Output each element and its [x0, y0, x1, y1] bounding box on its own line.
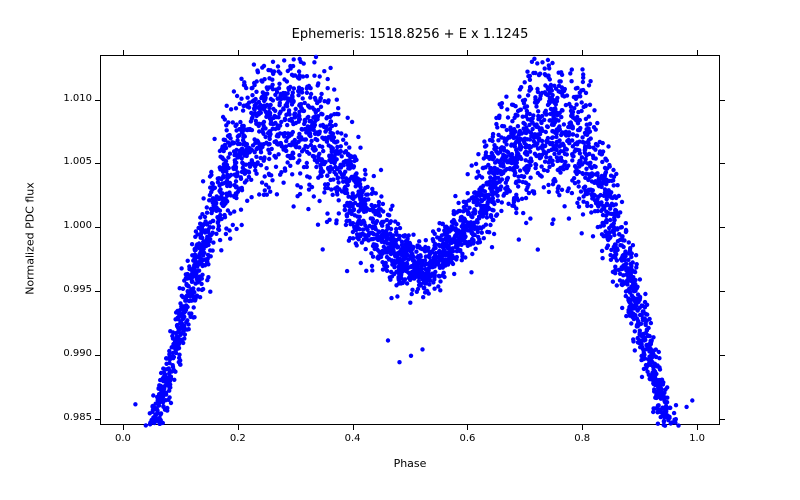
y-tick-mark	[95, 100, 100, 101]
plot-area	[100, 55, 720, 425]
x-tick-mark-top	[238, 50, 239, 55]
scatter-points	[101, 56, 721, 426]
y-tick-mark	[95, 227, 100, 228]
y-tick-label: 1.010	[42, 93, 92, 104]
y-tick-mark	[95, 419, 100, 420]
y-tick-mark-right	[720, 355, 725, 356]
y-tick-mark	[95, 163, 100, 164]
x-tick-mark-top	[467, 50, 468, 55]
x-tick-label: 0.2	[218, 433, 258, 444]
x-tick-mark	[123, 425, 124, 430]
x-tick-label: 0.8	[562, 433, 602, 444]
y-tick-label: 1.000	[42, 220, 92, 231]
x-tick-mark-top	[697, 50, 698, 55]
y-tick-label: 0.990	[42, 348, 92, 359]
x-tick-label: 0.0	[103, 433, 143, 444]
x-tick-mark	[353, 425, 354, 430]
y-axis-label: Normalized PDC flux	[24, 54, 37, 424]
y-tick-mark	[95, 355, 100, 356]
x-tick-label: 1.0	[677, 433, 717, 444]
chart-container: Ephemeris: 1518.8256 + E x 1.1245 Phase …	[0, 0, 800, 500]
y-tick-mark-right	[720, 100, 725, 101]
y-tick-mark-right	[720, 419, 725, 420]
y-tick-mark-right	[720, 291, 725, 292]
x-tick-mark	[697, 425, 698, 430]
x-tick-mark	[238, 425, 239, 430]
y-tick-label: 0.995	[42, 284, 92, 295]
y-tick-label: 1.005	[42, 156, 92, 167]
x-tick-mark	[467, 425, 468, 430]
chart-title: Ephemeris: 1518.8256 + E x 1.1245	[100, 27, 720, 42]
x-tick-label: 0.4	[333, 433, 373, 444]
y-tick-mark-right	[720, 227, 725, 228]
x-tick-mark-top	[123, 50, 124, 55]
x-tick-label: 0.6	[447, 433, 487, 444]
y-tick-mark	[95, 291, 100, 292]
y-tick-label: 0.985	[42, 412, 92, 423]
x-tick-mark	[582, 425, 583, 430]
y-tick-mark-right	[720, 163, 725, 164]
x-tick-mark-top	[582, 50, 583, 55]
x-tick-mark-top	[353, 50, 354, 55]
x-axis-label: Phase	[100, 457, 720, 470]
